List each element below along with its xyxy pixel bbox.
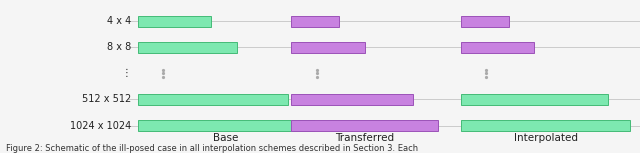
Text: Transferred: Transferred bbox=[335, 133, 394, 143]
Text: Interpolated: Interpolated bbox=[514, 133, 578, 143]
FancyBboxPatch shape bbox=[291, 16, 339, 27]
FancyBboxPatch shape bbox=[291, 120, 438, 131]
FancyBboxPatch shape bbox=[291, 42, 365, 53]
FancyBboxPatch shape bbox=[461, 120, 630, 131]
Text: 512 x 512: 512 x 512 bbox=[82, 94, 131, 104]
FancyBboxPatch shape bbox=[461, 94, 608, 105]
FancyBboxPatch shape bbox=[461, 42, 534, 53]
FancyBboxPatch shape bbox=[291, 94, 413, 105]
FancyBboxPatch shape bbox=[138, 16, 211, 27]
Text: 4 x 4: 4 x 4 bbox=[107, 16, 131, 26]
Text: Base: Base bbox=[213, 133, 238, 143]
Text: 1024 x 1024: 1024 x 1024 bbox=[70, 121, 131, 131]
FancyBboxPatch shape bbox=[461, 16, 509, 27]
Text: 8 x 8: 8 x 8 bbox=[107, 42, 131, 52]
FancyBboxPatch shape bbox=[138, 120, 314, 131]
Text: Figure 2: Schematic of the ill-posed case in all interpolation schemes described: Figure 2: Schematic of the ill-posed cas… bbox=[6, 144, 419, 153]
FancyBboxPatch shape bbox=[138, 94, 288, 105]
Text: ⋮: ⋮ bbox=[122, 68, 131, 78]
FancyBboxPatch shape bbox=[138, 42, 237, 53]
